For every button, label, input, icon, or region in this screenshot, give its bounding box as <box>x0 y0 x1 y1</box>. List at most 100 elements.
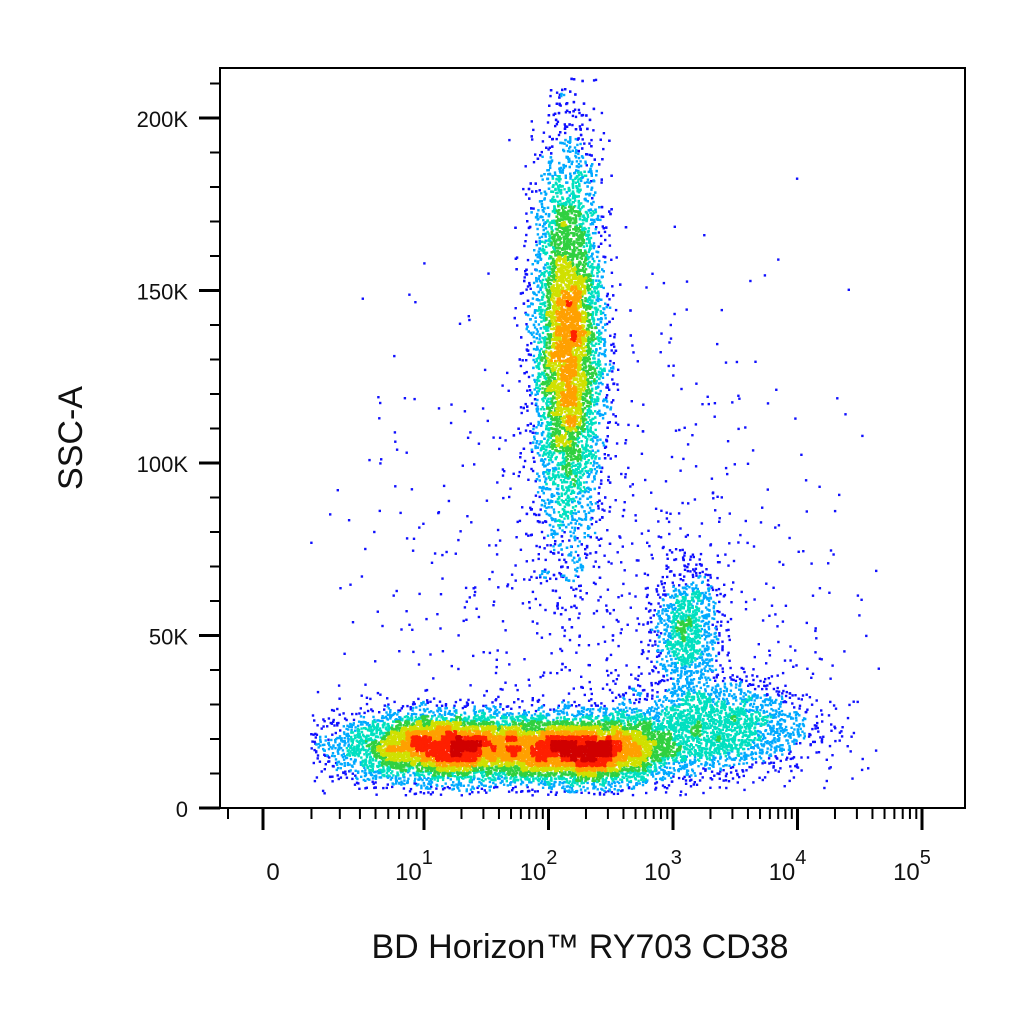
event-dot <box>661 575 664 579</box>
event-dot <box>740 690 743 694</box>
event-dot <box>748 683 751 686</box>
event-dot <box>747 690 750 693</box>
event-dot <box>727 694 731 697</box>
event-dot <box>606 588 610 591</box>
event-dot <box>575 651 578 654</box>
event-dot <box>667 605 670 609</box>
event-dot <box>785 690 788 694</box>
event-dot <box>775 388 778 391</box>
event-dot <box>665 567 668 570</box>
event-dot <box>330 738 333 742</box>
event-dot <box>582 785 585 789</box>
event-dot <box>589 708 592 711</box>
event-dot <box>531 794 534 797</box>
event-dot <box>588 680 591 684</box>
event-dot <box>598 412 601 416</box>
event-dot <box>523 459 527 463</box>
event-dot <box>598 329 601 332</box>
event-dot <box>658 698 662 702</box>
event-dot <box>610 401 613 404</box>
event-dot <box>630 687 634 690</box>
event-dot <box>558 558 561 562</box>
event-dot <box>707 599 711 603</box>
event-dot <box>663 696 666 699</box>
event-dot <box>590 255 593 258</box>
event-dot <box>613 708 617 711</box>
event-dot <box>474 710 477 714</box>
event-dot <box>705 681 708 684</box>
event-dot <box>613 333 617 336</box>
event-dot <box>797 697 800 700</box>
event-dot <box>359 707 362 710</box>
event-dot <box>788 746 791 750</box>
event-dot <box>536 405 539 408</box>
event-dot <box>577 108 581 112</box>
event-dot <box>412 537 416 540</box>
event-dot <box>655 708 658 711</box>
event-dot <box>537 341 540 344</box>
event-dot <box>387 774 390 777</box>
event-dot <box>683 554 686 557</box>
event-dot <box>499 705 502 709</box>
event-dot <box>587 699 591 702</box>
event-dot <box>756 675 759 678</box>
event-dot <box>850 735 853 738</box>
event-dot <box>820 738 824 741</box>
event-dot <box>721 667 724 670</box>
event-dot <box>529 506 532 509</box>
event-dot <box>491 570 494 574</box>
event-dot <box>773 713 776 717</box>
event-dot <box>585 164 588 167</box>
event-dot <box>605 226 608 229</box>
event-dot <box>569 172 572 175</box>
event-dot <box>527 330 530 333</box>
event-dot <box>538 495 541 499</box>
event-dot <box>594 228 597 231</box>
event-dot <box>512 472 515 475</box>
event-dot <box>472 709 476 712</box>
event-dot <box>781 697 784 700</box>
event-dot <box>535 268 538 272</box>
event-dot <box>686 708 689 712</box>
event-dot <box>612 399 615 402</box>
event-dot <box>544 192 548 196</box>
event-dot <box>679 764 682 768</box>
event-dot <box>585 440 588 443</box>
event-dot <box>786 732 790 735</box>
event-dot <box>586 127 589 131</box>
event-dot <box>648 672 651 675</box>
event-dot <box>564 125 567 128</box>
event-dot <box>612 707 615 710</box>
event-dot <box>761 619 765 622</box>
event-dot <box>540 202 544 206</box>
event-dot <box>681 548 684 552</box>
event-dot <box>771 742 774 745</box>
event-dot <box>715 625 718 628</box>
event-dot <box>530 508 533 511</box>
event-dot <box>571 123 574 127</box>
event-dot <box>852 731 856 735</box>
event-dot <box>395 448 399 451</box>
event-dot <box>766 724 770 727</box>
event-dot <box>532 354 536 358</box>
event-dot <box>646 657 649 660</box>
event-dot <box>663 623 666 627</box>
event-dot <box>543 475 546 478</box>
event-dot <box>777 640 780 644</box>
event-dot <box>615 678 619 681</box>
event-dot <box>771 701 775 704</box>
event-dot <box>578 125 582 128</box>
event-dot <box>685 665 688 668</box>
event-dot <box>562 93 566 97</box>
event-dot <box>531 263 534 266</box>
event-dot <box>364 769 367 772</box>
event-dot <box>676 595 679 598</box>
event-dot <box>721 645 724 648</box>
event-dot <box>560 548 563 551</box>
event-dot <box>538 189 541 192</box>
event-dot <box>612 367 615 370</box>
event-dot <box>600 502 604 505</box>
event-dot <box>805 510 808 513</box>
event-dot <box>543 222 546 226</box>
event-dot <box>701 619 705 623</box>
